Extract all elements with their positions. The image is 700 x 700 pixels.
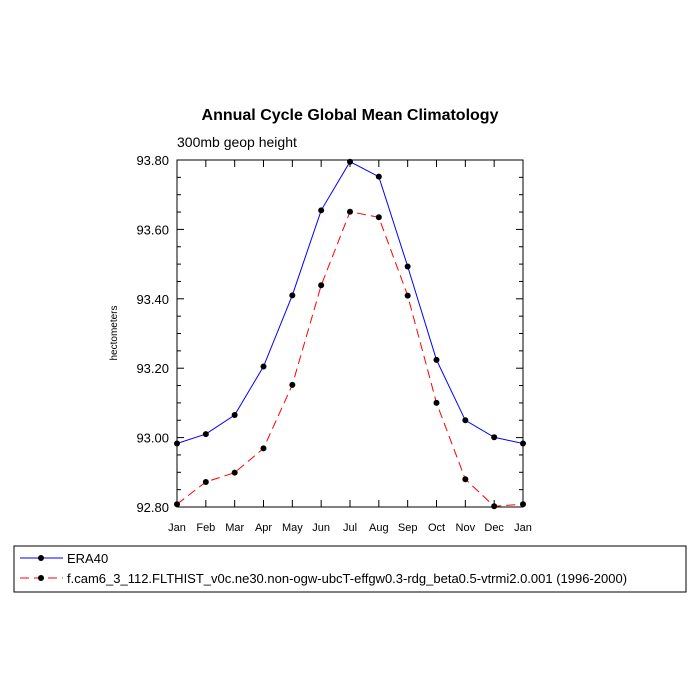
legend-marker-2 <box>38 575 44 581</box>
y-tick-label: 93.00 <box>136 431 169 446</box>
y-tick-label: 93.80 <box>136 153 169 168</box>
series-1-point <box>260 363 267 370</box>
x-tick-label: Jan <box>168 522 186 534</box>
x-tick-label: Jul <box>343 522 357 534</box>
series-2-point <box>347 208 353 215</box>
series-2-point <box>491 503 498 510</box>
legend-marker-1 <box>38 555 44 561</box>
x-tick-label: Oct <box>428 522 445 534</box>
series-1-point <box>404 263 411 270</box>
series-2-point <box>433 399 440 406</box>
x-tick-label: Nov <box>456 522 476 534</box>
series-1-point <box>462 417 469 424</box>
x-tick-label: Sep <box>398 522 418 534</box>
y-tick-label: 93.40 <box>136 292 169 307</box>
x-tick-label: Aug <box>369 522 389 534</box>
axis-ticks: 92.80 93.00 93.20 93.40 93.60 93.80 Jan Feb Mar A… <box>136 153 531 534</box>
series-2-point <box>375 214 382 221</box>
legend-label-2: f.cam6_3_112.FLTHIST_v0c.ne30.non-ogw-ub… <box>67 571 627 586</box>
x-tick-label: Jun <box>312 522 330 534</box>
x-tick-label: Dec <box>484 522 504 534</box>
series-1-point <box>347 158 353 165</box>
x-tick-label: Feb <box>196 522 215 534</box>
series-1-point <box>289 292 296 299</box>
series-2-point <box>462 476 469 483</box>
y-tick-label: 92.80 <box>136 500 169 515</box>
x-tick-label: Apr <box>255 522 272 534</box>
series-1-point <box>231 412 238 419</box>
legend: ERA40 f.cam6_3_112.FLTHIST_v0c.ne30.non-o… <box>13 545 687 593</box>
series-2-point <box>231 469 238 476</box>
series-2-point <box>202 479 209 486</box>
chart-subtitle: 300mb geop height <box>177 134 297 150</box>
series-1-point <box>520 440 526 447</box>
series-2-point <box>318 282 325 289</box>
series-2-point <box>260 445 267 452</box>
chart-title: Annual Cycle Global Mean Climatology <box>202 107 499 124</box>
series-1-point <box>174 440 180 447</box>
series-2-point <box>289 381 296 388</box>
series-2-point <box>520 501 526 508</box>
y-axis-label: hectometers <box>109 305 120 360</box>
series-1-point <box>202 431 209 438</box>
series-1-point <box>433 356 440 363</box>
x-tick-label: Mar <box>225 522 244 534</box>
series-1-point <box>491 434 498 441</box>
legend-box <box>13 545 687 593</box>
series-line-2 <box>176 211 524 507</box>
x-tick-label: May <box>282 522 303 534</box>
series-2-point <box>174 501 180 508</box>
y-tick-label: 93.20 <box>136 361 169 376</box>
y-tick-label: 93.60 <box>136 222 169 237</box>
series-2-point <box>404 292 411 299</box>
series-1-point <box>375 173 382 180</box>
legend-label-1: ERA40 <box>67 551 108 566</box>
series-layer <box>174 158 526 510</box>
series-1-point <box>318 207 325 214</box>
series-line-1 <box>176 161 524 444</box>
x-tick-label: Jan <box>514 522 532 534</box>
